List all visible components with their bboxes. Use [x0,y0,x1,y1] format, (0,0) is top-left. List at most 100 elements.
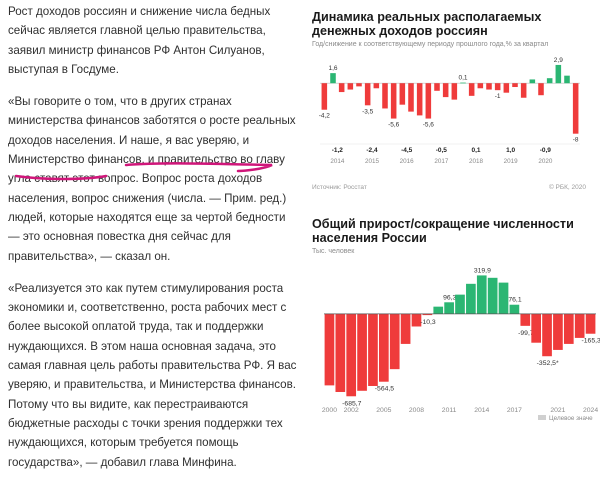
chart-bar [486,83,492,90]
data-label: 0,1 [458,75,467,82]
chart-bar [476,275,487,314]
chart-bar [321,83,328,110]
article-paragraph-2: «Вы говорите о том, что в других странах… [8,95,296,263]
chart-bar [324,313,335,386]
chart-bar [503,83,510,93]
chart-subtitle: Тыс. человек [312,248,355,255]
chart-bar [564,75,570,84]
chart-bar [434,83,440,91]
x-tick-label: 2008 [409,407,424,414]
chart-bar [422,313,433,316]
chart-bar [538,83,544,96]
data-label: 1,6 [328,65,337,72]
chart-bar [477,83,484,89]
chart-subtitle: Год/снижение к соответствующему периоду … [312,41,549,48]
data-label: -3,5 [362,108,374,115]
chart-bar [498,282,509,314]
chart-bar [335,313,346,392]
x-tick-label: 2014 [330,158,345,165]
x-tick-label: 2011 [442,407,457,414]
chart-bar [529,79,536,84]
data-label: -1 [495,93,501,100]
chart-bar [330,73,336,84]
x-tick-label: 2000 [322,407,337,414]
legend-swatch-target [538,415,546,420]
chart-bar [433,306,444,314]
chart-bar [460,82,466,84]
chart-bar [546,78,553,84]
chart-bar [468,83,475,96]
chart-bar [442,83,449,98]
data-label: 96,3 [443,294,456,301]
chart-source: Источник: Росстат [312,184,367,191]
chart-credit: © РБК, 2020 [548,184,586,191]
chart-bar [338,83,345,93]
annual-label: -2,4 [366,147,378,154]
data-label: -4,2 [319,113,331,120]
data-label: -352,5* [537,360,559,367]
chart-bar [347,83,354,90]
annual-label: -1,2 [332,147,344,154]
chart-bar [574,313,585,338]
chart-bar [553,313,563,350]
data-label: -5,6 [388,122,400,129]
chart-bar [520,83,527,98]
data-label: 2,9 [554,57,563,64]
chart-bar [416,83,423,116]
chart-bar [531,313,541,343]
data-label: -5,6 [423,122,435,129]
data-label: -165,3 [582,338,600,345]
chart-bar [425,83,432,119]
population-chart-panel: Общий прирост/сокращение численности нас… [312,205,600,443]
population-bar-chart: -685,7 -564,5 -10,3 96,3 319,9 76,1 -99,7 -352,… [322,267,600,422]
chart-bar [357,313,367,391]
chart-bar [466,283,476,314]
chart-bar [390,83,397,119]
data-label: -99,7 [518,330,534,337]
chart-bar [368,313,378,386]
chart-bar [512,83,518,88]
annual-label: 1,0 [506,147,515,154]
x-tick-label: 2024 [583,407,598,414]
chart-bar [373,83,380,89]
x-tick-label: 2019 [504,158,519,165]
chart-bar [379,313,389,382]
legend-label-target: Целевое значе [549,415,593,422]
article-paragraph-1: Рост доходов россиян и снижение числа бе… [8,5,271,76]
annual-label: -4,5 [401,147,413,154]
chart-bar [555,64,562,84]
x-tick-label: 2014 [474,407,489,414]
chart-bar [389,313,400,370]
x-tick-label: 2002 [344,407,359,414]
data-label: -10,3 [420,319,436,326]
x-tick-label: 2021 [550,407,565,414]
data-label: -564,5 [375,386,394,393]
income-chart-panel: Динамика реальных располагаемых денежных… [312,0,600,205]
income-bar-chart: -4,2 1,6 -3,5 -5,6 -5,6 0,1 -1 2,9 -8 -1,2 2014 -2,… [319,57,580,165]
data-label: -685,7 [342,400,361,407]
chart-bar [364,83,371,106]
x-tick-label: 2017 [507,407,522,414]
chart-bar [356,83,362,87]
chart-bar [400,313,411,344]
chart-bar [451,83,458,100]
chart-title: Динамика реальных располагаемых денежных… [312,10,542,38]
chart-bar [399,83,406,105]
chart-bar [444,302,454,314]
chart-title: Общий прирост/сокращение численности нас… [312,217,574,245]
x-tick-label: 2020 [538,158,553,165]
annual-label: -0,9 [540,147,552,154]
annual-label: 0,1 [471,147,480,154]
x-tick-label: 2016 [400,158,415,165]
chart-bar [408,83,414,112]
article-text: Рост доходов россиян и снижение числа бе… [8,2,300,485]
annual-label: -0,5 [436,147,448,154]
x-tick-label: 2015 [365,158,380,165]
chart-bar [382,83,388,109]
chart-bar [509,304,520,314]
chart-bar [411,313,422,327]
chart-bar [455,294,465,314]
x-tick-label: 2018 [469,158,484,165]
chart-bar [520,313,531,326]
chart-bar [487,277,498,314]
